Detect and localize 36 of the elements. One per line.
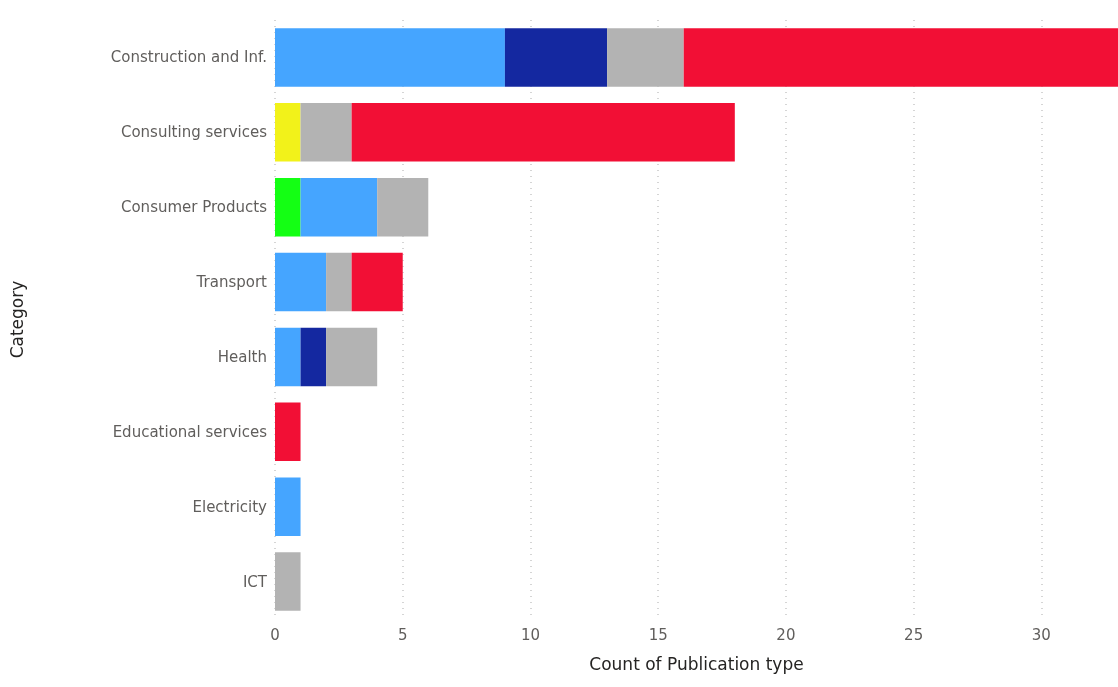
x-tick-label: 10 [520,625,540,644]
x-tick-label: 25 [904,625,924,644]
bar [275,402,301,462]
bar [300,327,327,387]
bar [300,103,352,162]
x-tick-label: 5 [397,625,408,644]
bar [504,28,608,87]
y-tick-label: Consulting services [120,123,268,142]
bar [351,252,403,312]
y-tick-label: ICT [242,572,268,591]
bar [275,327,301,387]
bar [326,252,352,312]
bar [275,252,327,312]
y-tick-label: Electricity [192,497,268,516]
bar [607,28,684,87]
bar [683,28,1118,87]
bar [275,477,301,536]
bar [351,103,735,162]
bar [300,177,378,237]
bar [326,327,378,387]
bar [377,177,429,237]
x-tick-label: 20 [776,625,796,644]
x-tick-label: 30 [1031,625,1051,644]
bar [275,103,301,162]
x-axis-title: Count of Publication type [589,653,804,674]
x-tick-label: 15 [648,625,668,644]
y-tick-label: Educational services [112,422,268,441]
bar [275,177,301,237]
y-axis-title: Category [6,280,27,359]
y-tick-label: Construction and Inf. [110,48,267,67]
y-tick-label: Health [217,347,267,366]
x-tick-label: 0 [270,625,280,644]
bar [275,552,301,611]
bar [275,28,505,87]
y-tick-label: Consumer Products [120,198,268,217]
y-tick-label: Transport [195,273,268,292]
